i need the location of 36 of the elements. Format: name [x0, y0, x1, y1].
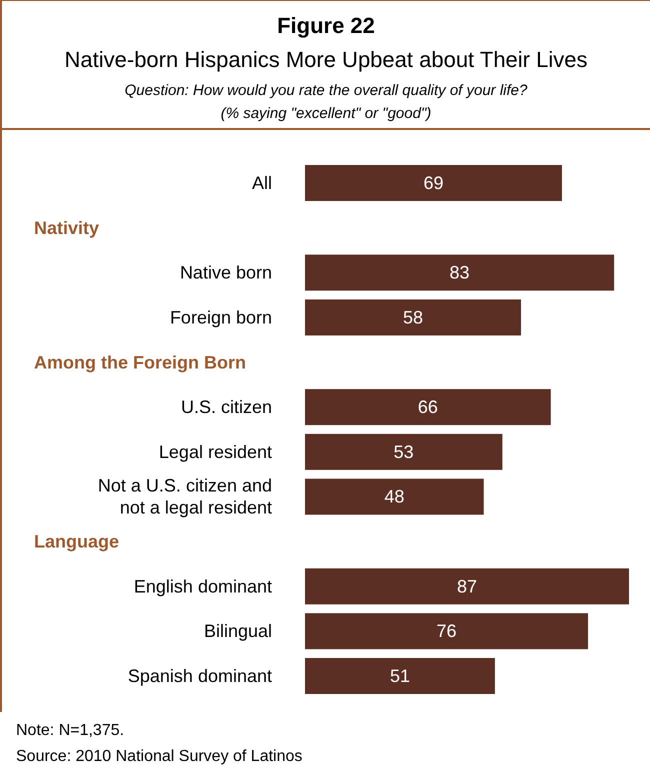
data-label: 83 [450, 262, 470, 283]
data-label: 76 [436, 621, 457, 642]
data-label: 58 [402, 307, 424, 328]
source-note: Source: 2010 National Survey of Latinos [16, 748, 302, 765]
bar [305, 165, 562, 201]
chart-subtitle: Native-born Hispanics More Upbeat about Their Lives [64, 47, 588, 72]
data-label: 66 [418, 397, 438, 418]
text: Note: N=1,375. [16, 722, 124, 739]
bar [305, 613, 588, 650]
data-label: 69 [423, 173, 444, 193]
bar [305, 434, 502, 470]
y-tick-label: U.S. citizen [180, 397, 272, 418]
text: Question: How would you rate the overall quality of your life? [124, 82, 528, 99]
y-tick-label: Foreign born [170, 307, 272, 328]
data-label: 87 [456, 576, 478, 596]
y-tick-label: Native born [180, 262, 272, 283]
y-tick-label: Legal resident [158, 442, 272, 462]
y-tick-label: Spanish dominant [128, 666, 272, 686]
bar [305, 658, 495, 694]
data-label: 48 [384, 486, 404, 507]
text: (% saying "excellent" or "good") [220, 105, 432, 122]
text: Language [34, 532, 120, 552]
data-label: 53 [394, 442, 414, 462]
bar [305, 568, 629, 604]
bar [305, 389, 551, 426]
data-label: 51 [390, 666, 410, 686]
bar [305, 254, 614, 291]
y-tick-label: All [252, 173, 272, 193]
text: Nativity [34, 218, 100, 238]
y-tick-label: Bilingual [204, 621, 272, 642]
y-tick-label: English dominant [134, 576, 272, 596]
chart-title: Figure 22 [277, 13, 375, 38]
bar [305, 299, 521, 336]
y-tick-label: Not a U.S. citizen and not a legal resident [98, 476, 272, 518]
text: Among the Foreign Born [34, 352, 246, 372]
bar [305, 478, 484, 515]
